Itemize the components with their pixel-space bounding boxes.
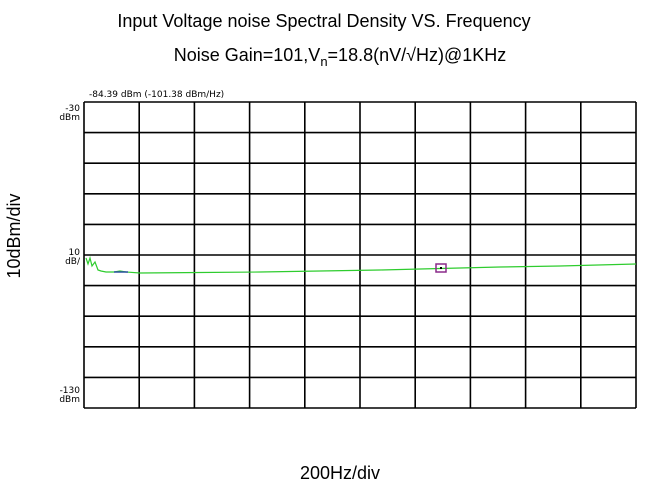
marker [435, 263, 447, 273]
y-label-value: -130 [60, 386, 81, 396]
trace [85, 255, 637, 274]
y-label-unit: dB/ [65, 257, 81, 267]
title: Input Voltage noise Spectral Density VS.… [117, 11, 530, 31]
y-axis-label: 10dBm/div [4, 193, 24, 278]
marker-readout: -84.39 dBm (-101.38 dBm/Hz) [89, 90, 224, 100]
graticule [83, 101, 637, 409]
subtitle-text: =18.8(nV/√Hz)@1KHz [328, 45, 507, 65]
y-label-unit: dBm [59, 113, 80, 123]
y-label-value: 10 [69, 248, 81, 258]
y-label-unit: dBm [59, 395, 80, 405]
subtitle-text: Noise Gain=101,V [174, 45, 321, 65]
marker-dot [440, 267, 442, 269]
subtitle-subscript: n [320, 54, 327, 69]
subtitle: Noise Gain=101,Vn=18.8(nV/√Hz)@1KHz [174, 45, 507, 69]
y-label-value: -30 [65, 104, 80, 114]
x-axis-label: 200Hz/div [300, 463, 380, 483]
